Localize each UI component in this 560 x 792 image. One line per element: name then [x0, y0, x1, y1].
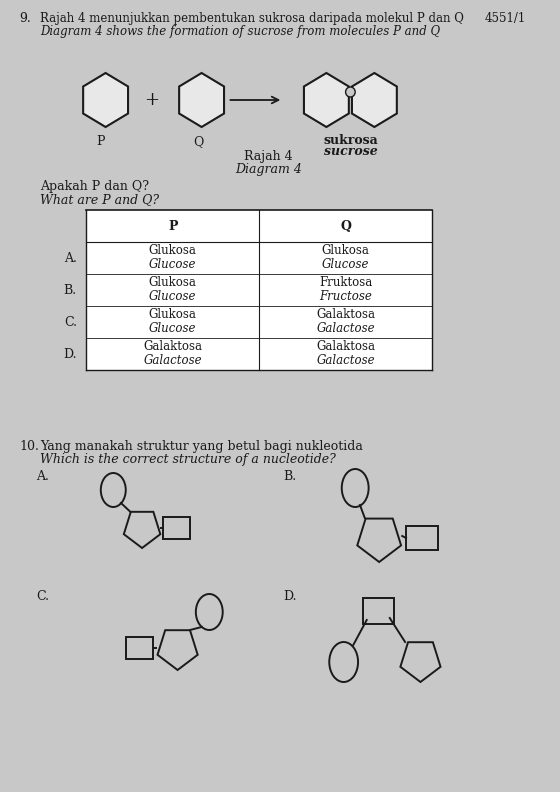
Text: A.: A. [64, 252, 77, 265]
Text: P: P [168, 219, 178, 233]
Text: Galactose: Galactose [316, 354, 375, 367]
Text: Yang manakah struktur yang betul bagi nukleotida: Yang manakah struktur yang betul bagi nu… [40, 440, 363, 453]
Text: D.: D. [283, 590, 297, 603]
Text: Glucose: Glucose [149, 290, 197, 303]
Polygon shape [83, 73, 128, 127]
Polygon shape [352, 73, 397, 127]
Text: Galaktosa: Galaktosa [316, 341, 375, 353]
Text: Galactose: Galactose [316, 322, 375, 335]
Text: Galaktosa: Galaktosa [316, 308, 375, 322]
Text: Diagram 4: Diagram 4 [235, 163, 302, 176]
Text: Diagram 4 shows the formation of sucrose from molecules P and Q: Diagram 4 shows the formation of sucrose… [40, 25, 441, 38]
Polygon shape [304, 73, 349, 127]
Text: 9.: 9. [19, 12, 31, 25]
Text: B.: B. [283, 470, 296, 483]
Text: Q: Q [194, 135, 204, 148]
Text: What are P and Q?: What are P and Q? [40, 193, 160, 206]
Text: Glucose: Glucose [322, 258, 370, 271]
Text: C.: C. [36, 590, 49, 603]
Text: Glucose: Glucose [149, 322, 197, 335]
FancyBboxPatch shape [86, 210, 432, 370]
Circle shape [346, 87, 355, 97]
Text: Rajah 4 menunjukkan pembentukan sukrosa daripada molekul P dan Q: Rajah 4 menunjukkan pembentukan sukrosa … [40, 12, 464, 25]
Text: P: P [96, 135, 105, 148]
Text: Glucose: Glucose [149, 258, 197, 271]
Text: Galaktosa: Galaktosa [143, 341, 202, 353]
Text: Glukosa: Glukosa [149, 276, 197, 289]
Text: sukrosa: sukrosa [323, 134, 378, 147]
Text: Rajah 4: Rajah 4 [245, 150, 293, 163]
Text: +: + [144, 91, 159, 109]
Text: D.: D. [63, 348, 77, 360]
Text: C.: C. [64, 315, 77, 329]
Text: 10.: 10. [19, 440, 39, 453]
Text: Fruktosa: Fruktosa [319, 276, 372, 289]
Text: 4551/1: 4551/1 [485, 12, 526, 25]
Text: Glukosa: Glukosa [321, 245, 370, 257]
Text: Which is the correct structure of a nucleotide?: Which is the correct structure of a nucl… [40, 453, 336, 466]
Text: Galactose: Galactose [143, 354, 202, 367]
Text: Q: Q [340, 219, 351, 233]
Text: Fructose: Fructose [319, 290, 372, 303]
Text: Apakah P dan Q?: Apakah P dan Q? [40, 180, 150, 193]
Text: Glukosa: Glukosa [149, 245, 197, 257]
Text: B.: B. [64, 284, 77, 296]
Text: A.: A. [36, 470, 49, 483]
Text: sucrose: sucrose [324, 145, 377, 158]
Text: Glukosa: Glukosa [149, 308, 197, 322]
Polygon shape [179, 73, 224, 127]
